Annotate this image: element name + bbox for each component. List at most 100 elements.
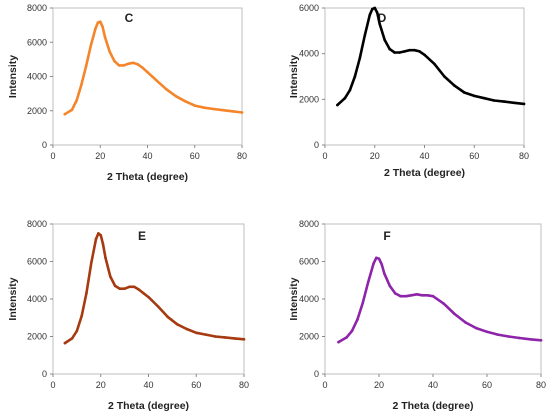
data-point <box>142 292 145 295</box>
data-point <box>185 327 188 331</box>
chart-panel-d: 0 2000 4000 6000 0 20 40 60 80 2 Theta (degree) In… <box>288 3 529 179</box>
data-point <box>204 333 208 336</box>
data-point <box>378 22 382 26</box>
data-point <box>233 337 236 340</box>
data-point <box>101 25 104 29</box>
x-tick-label: 20 <box>374 380 384 390</box>
y-tick-label: 0 <box>314 140 319 150</box>
data-point <box>122 64 126 67</box>
data-point <box>175 323 179 326</box>
data-point <box>337 340 340 344</box>
y-tick-label: 8000 <box>27 219 47 229</box>
data-point <box>104 256 107 260</box>
data-point <box>528 338 532 341</box>
data-point <box>464 321 467 324</box>
x-tick-label: 0 <box>50 380 55 390</box>
data-point <box>410 294 413 297</box>
y-tick-label: 0 <box>42 369 47 379</box>
y-tick-label: 0 <box>314 369 319 379</box>
data-point <box>507 335 510 338</box>
data-point <box>368 13 372 17</box>
data-point <box>113 284 117 288</box>
data-point <box>184 100 187 103</box>
series-line <box>337 256 543 344</box>
data-point <box>383 272 386 276</box>
data-point <box>113 59 116 63</box>
data-point <box>418 50 421 53</box>
x-tick-label: 60 <box>191 380 201 390</box>
data-point <box>361 301 365 305</box>
x-tick-label: 80 <box>239 380 249 390</box>
data-point <box>94 237 98 241</box>
panel-letter: F <box>383 229 390 243</box>
data-point <box>108 50 111 53</box>
data-point <box>137 288 141 291</box>
data-point <box>195 331 198 335</box>
data-point <box>101 243 105 246</box>
y-tick-label: 4000 <box>299 49 319 59</box>
data-point <box>404 294 408 298</box>
data-point <box>372 262 375 265</box>
x-tick-label: 0 <box>50 151 55 161</box>
x-tick-label: 80 <box>237 151 247 161</box>
data-point <box>99 234 103 237</box>
data-point <box>420 294 424 297</box>
y-tick-label: 4000 <box>27 72 47 82</box>
x-tick-label: 0 <box>322 151 327 161</box>
series-line <box>63 20 244 116</box>
x-axis-title: 2 Theta (degree) <box>384 167 465 179</box>
data-point <box>240 111 244 114</box>
data-point <box>156 305 160 308</box>
series-line <box>63 232 246 345</box>
y-tick-label: 6000 <box>27 257 47 267</box>
data-point <box>118 287 122 291</box>
x-axis-title: 2 Theta (degree) <box>107 171 188 183</box>
data-point <box>383 38 387 42</box>
data-point <box>166 315 169 319</box>
y-tick-label: 8000 <box>299 219 319 229</box>
data-point <box>109 275 112 278</box>
y-tick-label: 6000 <box>299 3 319 13</box>
data-point <box>343 96 347 100</box>
data-point <box>413 48 416 52</box>
data-point <box>174 94 178 98</box>
x-axis-title: 2 Theta (degree) <box>392 400 473 412</box>
y-axis-title: Intensity <box>288 277 300 320</box>
chart-panel-c: 0 2000 4000 6000 8000 0 20 40 60 80 2 Theta (degre… <box>7 3 247 183</box>
data-point <box>212 107 215 111</box>
y-axis-title: Intensity <box>7 277 19 320</box>
data-point <box>63 112 67 116</box>
data-point <box>155 79 159 83</box>
data-point <box>356 318 359 321</box>
x-tick-label: 60 <box>190 151 200 161</box>
data-point <box>408 48 411 52</box>
data-point <box>231 110 234 113</box>
data-point <box>473 94 476 98</box>
data-point <box>89 44 93 47</box>
x-tick-label: 60 <box>482 380 492 390</box>
data-point <box>453 312 456 316</box>
data-point <box>99 20 102 24</box>
x-tick-label: 0 <box>322 380 327 390</box>
data-point <box>453 84 456 87</box>
x-tick-label: 80 <box>519 151 529 161</box>
y-tick-label: 4000 <box>299 294 319 304</box>
x-tick-label: 20 <box>96 380 106 390</box>
data-point <box>398 51 401 54</box>
data-point <box>123 287 126 291</box>
data-point <box>377 257 381 261</box>
x-tick-label: 40 <box>142 151 152 161</box>
plot-frame <box>52 7 243 146</box>
data-point <box>512 101 516 105</box>
data-point <box>403 50 406 53</box>
y-tick-label: 2000 <box>27 332 47 342</box>
data-point <box>423 53 426 57</box>
data-point <box>242 338 246 341</box>
data-point <box>146 70 149 74</box>
x-tick-label: 60 <box>469 151 479 161</box>
data-point <box>84 64 88 68</box>
data-point <box>492 99 496 102</box>
series-line <box>336 6 526 107</box>
data-point <box>132 285 136 289</box>
